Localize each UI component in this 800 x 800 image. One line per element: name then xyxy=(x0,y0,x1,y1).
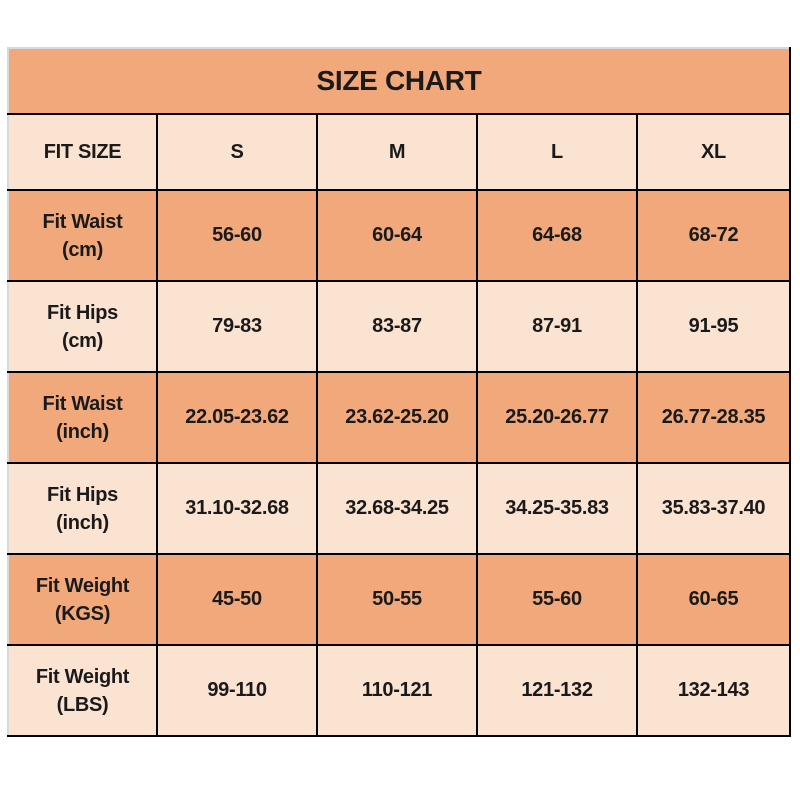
cell-value: 32.68-34.25 xyxy=(316,462,478,555)
cell-value: 31.10-32.68 xyxy=(156,462,318,555)
size-chart: SIZE CHART FIT SIZE S M L XL Fit Waist (… xyxy=(7,47,791,737)
row-label-unit: (cm) xyxy=(61,329,104,352)
cell-value: 87-91 xyxy=(476,280,638,373)
table-row-fit-waist-inch: Fit Waist (inch) 22.05-23.62 23.62-25.20… xyxy=(7,371,791,464)
row-label: Fit Hips (inch) xyxy=(7,462,158,555)
row-label-name: Fit Weight xyxy=(35,665,130,688)
row-label-unit: (inch) xyxy=(56,511,109,534)
row-label-name: Fit Waist xyxy=(42,392,123,415)
row-label-name: Fit Hips xyxy=(47,483,118,506)
column-header-s: S xyxy=(156,113,318,191)
cell-value: 110-121 xyxy=(316,644,478,737)
table-row-fit-weight-kgs: Fit Weight (KGS) 45-50 50-55 55-60 60-65 xyxy=(7,553,791,646)
column-header-m: M xyxy=(316,113,478,191)
cell-value: 132-143 xyxy=(636,644,791,737)
cell-value: 91-95 xyxy=(636,280,791,373)
row-label-name: Fit Hips xyxy=(47,301,118,324)
cell-value: 35.83-37.40 xyxy=(636,462,791,555)
row-label: Fit Waist (inch) xyxy=(7,371,158,464)
column-header-xl: XL xyxy=(636,113,791,191)
table-row-fit-weight-lbs: Fit Weight (LBS) 99-110 110-121 121-132 … xyxy=(7,644,791,737)
cell-value: 60-65 xyxy=(636,553,791,646)
column-header-fit-size: FIT SIZE xyxy=(7,113,158,191)
cell-value: 99-110 xyxy=(156,644,318,737)
row-label: Fit Weight (KGS) xyxy=(7,553,158,646)
row-label-name: Fit Weight xyxy=(35,574,130,597)
row-label-unit: (inch) xyxy=(56,420,109,443)
row-label-unit: (LBS) xyxy=(56,693,109,716)
cell-value: 79-83 xyxy=(156,280,318,373)
table-row-fit-hips-cm: Fit Hips (cm) 79-83 83-87 87-91 91-95 xyxy=(7,280,791,373)
page-title: SIZE CHART xyxy=(7,47,791,115)
cell-value: 55-60 xyxy=(476,553,638,646)
cell-value: 68-72 xyxy=(636,189,791,282)
cell-value: 22.05-23.62 xyxy=(156,371,318,464)
cell-value: 23.62-25.20 xyxy=(316,371,478,464)
cell-value: 34.25-35.83 xyxy=(476,462,638,555)
cell-value: 25.20-26.77 xyxy=(476,371,638,464)
row-label-unit: (KGS) xyxy=(54,602,111,625)
title-row: SIZE CHART xyxy=(7,47,791,115)
column-header-l: L xyxy=(476,113,638,191)
cell-value: 26.77-28.35 xyxy=(636,371,791,464)
table-row-fit-waist-cm: Fit Waist (cm) 56-60 60-64 64-68 68-72 xyxy=(7,189,791,282)
cell-value: 64-68 xyxy=(476,189,638,282)
row-label: Fit Weight (LBS) xyxy=(7,644,158,737)
cell-value: 45-50 xyxy=(156,553,318,646)
cell-value: 56-60 xyxy=(156,189,318,282)
cell-value: 60-64 xyxy=(316,189,478,282)
row-label: Fit Hips (cm) xyxy=(7,280,158,373)
cell-value: 50-55 xyxy=(316,553,478,646)
row-label-unit: (cm) xyxy=(61,238,104,261)
column-header-row: FIT SIZE S M L XL xyxy=(7,113,791,191)
size-chart-table: SIZE CHART FIT SIZE S M L XL Fit Waist (… xyxy=(7,47,791,737)
cell-value: 83-87 xyxy=(316,280,478,373)
cell-value: 121-132 xyxy=(476,644,638,737)
table-row-fit-hips-inch: Fit Hips (inch) 31.10-32.68 32.68-34.25 … xyxy=(7,462,791,555)
row-label: Fit Waist (cm) xyxy=(7,189,158,282)
row-label-name: Fit Waist xyxy=(42,210,123,233)
